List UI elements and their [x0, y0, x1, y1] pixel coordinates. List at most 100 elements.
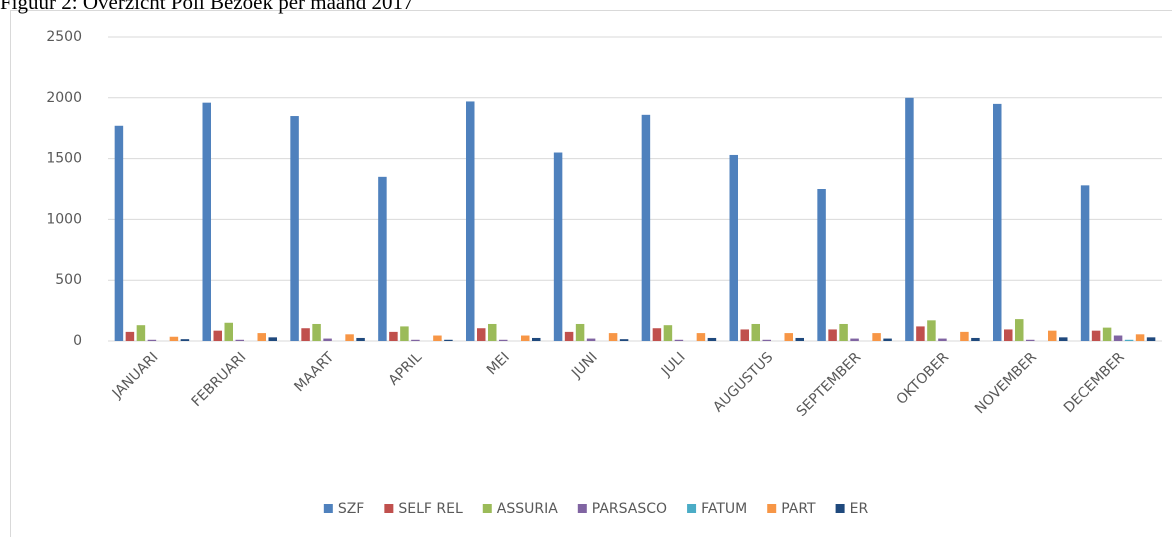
bar [751, 323, 760, 341]
bar [290, 116, 299, 341]
x-tick-label: JANUARI [109, 349, 162, 402]
bar [1048, 330, 1057, 341]
x-tick-label: JUNI [568, 349, 601, 382]
bar [663, 325, 673, 341]
bar [136, 325, 146, 341]
bar [839, 323, 848, 341]
bar [971, 337, 980, 341]
legend-swatch [835, 504, 845, 513]
bar [608, 333, 618, 341]
bar [619, 339, 629, 341]
bar [586, 338, 596, 341]
legend-swatch [577, 504, 587, 513]
legend-label: PARSASCO [592, 501, 667, 517]
bar [564, 331, 574, 341]
x-tick-label: APRIL [386, 349, 426, 389]
legend-label: FATUM [701, 501, 747, 517]
bar [466, 101, 475, 341]
chart-frame [10, 10, 1172, 537]
bar [1146, 337, 1156, 341]
y-tick-label: 500 [55, 272, 82, 288]
bar [872, 333, 881, 341]
bar [532, 337, 541, 341]
bar [378, 176, 387, 341]
legend-swatch [687, 504, 697, 513]
bar [993, 103, 1002, 341]
bar [784, 333, 793, 341]
y-tick-label: 1000 [46, 211, 82, 227]
bar [202, 102, 211, 341]
bar [696, 333, 706, 341]
bar [817, 189, 826, 341]
bar [652, 328, 662, 341]
bar [444, 339, 453, 341]
bar [477, 328, 486, 341]
bar [1026, 339, 1035, 341]
bar [1113, 335, 1123, 341]
bar [1004, 329, 1013, 341]
bar [795, 337, 804, 341]
x-tick-label: JULI [658, 349, 689, 380]
bar [1080, 185, 1090, 341]
x-tick-label: FEBRUARI [189, 349, 250, 410]
legend-label: SZF [338, 501, 365, 517]
x-tick-label: OKTOBER [893, 349, 952, 408]
bar [740, 329, 749, 341]
bar [960, 331, 969, 341]
legend-label: SELF REL [398, 501, 463, 517]
x-tick-label: AUGUSTUS [710, 349, 776, 415]
legend-swatch [767, 504, 777, 513]
bar [927, 320, 936, 341]
bar [1015, 319, 1024, 341]
bar [114, 125, 124, 341]
bar [828, 329, 837, 341]
chart-title: Figuur 2: Overzicht Poli Bezoek per maan… [0, 0, 414, 14]
legend-label: PART [781, 501, 816, 517]
bar [521, 335, 530, 341]
bar [1091, 330, 1101, 341]
bar [1102, 327, 1112, 341]
bar [257, 333, 266, 341]
x-tick-label: DECEMBER [1061, 349, 1128, 416]
bar [916, 326, 925, 341]
bar [850, 338, 859, 341]
x-tick-label: MEI [484, 349, 513, 378]
y-tick-label: 2000 [46, 90, 82, 106]
bar [707, 337, 717, 341]
bar [488, 323, 497, 341]
bar [125, 331, 135, 341]
bar [905, 97, 914, 341]
bar [268, 337, 277, 341]
bar [575, 323, 585, 341]
bar [938, 338, 947, 341]
bar [356, 337, 365, 341]
y-tick-label: 0 [73, 333, 82, 349]
bar [729, 154, 738, 341]
bar [1124, 339, 1134, 341]
legend-label: ASSURIA [497, 501, 558, 517]
bar [224, 322, 233, 341]
bar [433, 335, 442, 341]
bar [213, 330, 222, 341]
bar [169, 336, 179, 341]
bar [641, 114, 651, 341]
bar [180, 339, 190, 341]
legend-swatch [482, 504, 492, 513]
y-tick-label: 2500 [46, 29, 82, 45]
x-tick-label: MAART [291, 349, 337, 395]
bar [499, 339, 508, 341]
bar [674, 339, 684, 341]
legend-swatch [384, 504, 394, 513]
y-tick-label: 1500 [46, 151, 82, 167]
x-tick-label: SEPTEMBER [794, 349, 865, 420]
bar [1135, 334, 1145, 341]
bar [411, 339, 420, 341]
bar [312, 323, 321, 341]
legend-label: ER [850, 501, 869, 517]
bar [389, 331, 398, 341]
bar [400, 326, 409, 341]
bar [553, 152, 563, 341]
bar [345, 334, 354, 341]
bar [147, 339, 157, 341]
